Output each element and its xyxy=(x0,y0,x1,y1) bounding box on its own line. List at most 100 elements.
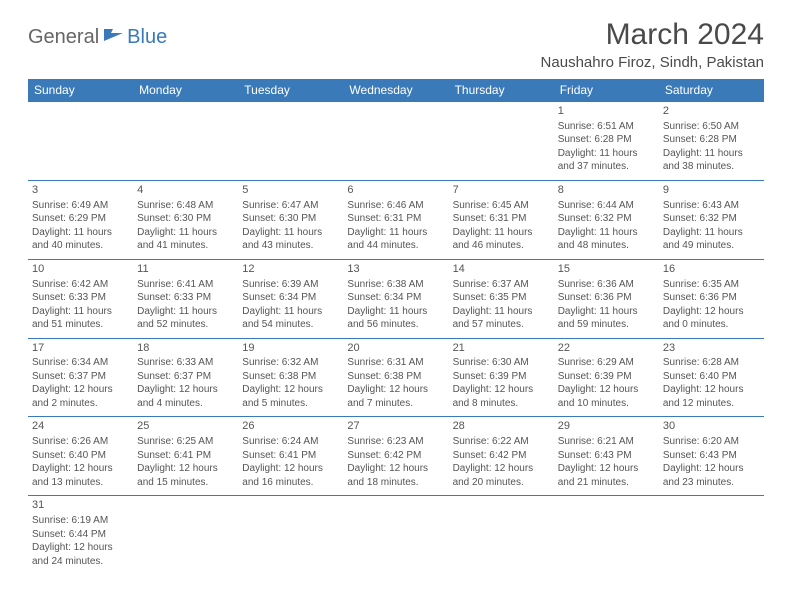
calendar-day-cell xyxy=(659,496,764,574)
sunset-text: Sunset: 6:36 PM xyxy=(558,291,655,305)
daylight-text: and 44 minutes. xyxy=(347,239,444,253)
sunset-text: Sunset: 6:35 PM xyxy=(453,291,550,305)
sunset-text: Sunset: 6:34 PM xyxy=(347,291,444,305)
sunset-text: Sunset: 6:28 PM xyxy=(663,133,760,147)
sunrise-text: Sunrise: 6:23 AM xyxy=(347,435,444,449)
calendar-day-cell: 2Sunrise: 6:50 AMSunset: 6:28 PMDaylight… xyxy=(659,102,764,181)
location-label: Naushahro Firoz, Sindh, Pakistan xyxy=(541,54,764,71)
sunset-text: Sunset: 6:36 PM xyxy=(663,291,760,305)
daylight-text: Daylight: 12 hours xyxy=(137,383,234,397)
day-number: 21 xyxy=(453,341,550,356)
sunset-text: Sunset: 6:30 PM xyxy=(242,212,339,226)
daylight-text: and 16 minutes. xyxy=(242,476,339,490)
calendar-day-cell: 15Sunrise: 6:36 AMSunset: 6:36 PMDayligh… xyxy=(554,259,659,338)
daylight-text: Daylight: 11 hours xyxy=(663,147,760,161)
calendar-week-row: 10Sunrise: 6:42 AM Sunset: 6:33 PM Dayligh… xyxy=(28,259,764,338)
calendar-day-cell xyxy=(343,496,448,574)
calendar-day-cell: 6Sunrise: 6:46 AMSunset: 6:31 PMDaylight… xyxy=(343,180,448,259)
sunrise-text: Sunrise: 6:32 AM xyxy=(242,356,339,370)
sunrise-text: Sunrise: 6:43 AM xyxy=(663,199,760,213)
daylight-text: and 8 minutes. xyxy=(453,397,550,411)
day-number: 25 xyxy=(137,419,234,434)
calendar-day-cell xyxy=(554,496,659,574)
daylight-text: Daylight: 12 hours xyxy=(453,462,550,476)
daylight-text: Daylight: 11 hours xyxy=(558,147,655,161)
calendar-day-cell: 21Sunrise: 6:30 AMSunset: 6:39 PMDayligh… xyxy=(449,338,554,417)
sunset-text: Sunset: 6:43 PM xyxy=(558,449,655,463)
daylight-text: Daylight: 11 hours xyxy=(558,226,655,240)
daylight-text: and 24 minutes. xyxy=(32,555,129,569)
sunset-text: Sunset: 6:28 PM xyxy=(558,133,655,147)
daylight-text: and 59 minutes. xyxy=(558,318,655,332)
calendar-day-cell: 16Sunrise: 6:35 AMSunset: 6:36 PMDayligh… xyxy=(659,259,764,338)
sunset-text: Sunset: 6:37 PM xyxy=(32,370,129,384)
daylight-text: Daylight: 12 hours xyxy=(32,462,129,476)
sunrise-text: Sunrise: 6:37 AM xyxy=(453,278,550,292)
day-number: 3 xyxy=(32,183,129,198)
sunrise-text: Sunrise: 6:24 AM xyxy=(242,435,339,449)
calendar-day-cell: 31Sunrise: 6:19 AMSunset: 6:44 PMDayligh… xyxy=(28,496,133,574)
calendar-day-cell: 13Sunrise: 6:38 AMSunset: 6:34 PMDayligh… xyxy=(343,259,448,338)
calendar-day-cell: 25Sunrise: 6:25 AMSunset: 6:41 PMDayligh… xyxy=(133,417,238,496)
sunrise-text: Sunrise: 6:36 AM xyxy=(558,278,655,292)
daylight-text: and 20 minutes. xyxy=(453,476,550,490)
calendar-day-cell xyxy=(133,102,238,181)
calendar-day-cell: 8Sunrise: 6:44 AMSunset: 6:32 PMDaylight… xyxy=(554,180,659,259)
sunset-text: Sunset: 6:38 PM xyxy=(242,370,339,384)
sunrise-text: Sunrise: 6:42 AM xyxy=(32,278,129,292)
day-number: 29 xyxy=(558,419,655,434)
calendar-day-cell xyxy=(238,102,343,181)
calendar-day-cell: 4Sunrise: 6:48 AMSunset: 6:30 PMDaylight… xyxy=(133,180,238,259)
sunrise-text: Sunrise: 6:38 AM xyxy=(347,278,444,292)
calendar-day-cell: 28Sunrise: 6:22 AMSunset: 6:42 PMDayligh… xyxy=(449,417,554,496)
daylight-text: and 13 minutes. xyxy=(32,476,129,490)
daylight-text: Daylight: 11 hours xyxy=(137,226,234,240)
day-number: 15 xyxy=(558,262,655,277)
calendar-week-row: 1Sunrise: 6:51 AMSunset: 6:28 PMDaylight… xyxy=(28,102,764,181)
daylight-text: and 15 minutes. xyxy=(137,476,234,490)
day-number: 17 xyxy=(32,341,129,356)
sunset-text: Sunset: 6:34 PM xyxy=(242,291,339,305)
sunset-text: Sunset: 6:33 PM xyxy=(137,291,234,305)
daylight-text: and 23 minutes. xyxy=(663,476,760,490)
sunset-text: Sunset: 6:37 PM xyxy=(137,370,234,384)
day-number: 31 xyxy=(32,498,129,513)
daylight-text: Daylight: 11 hours xyxy=(32,305,129,319)
daylight-text: and 40 minutes. xyxy=(32,239,129,253)
day-number: 7 xyxy=(453,183,550,198)
daylight-text: Daylight: 12 hours xyxy=(242,383,339,397)
sunset-text: Sunset: 6:39 PM xyxy=(453,370,550,384)
sunrise-text: Sunrise: 6:20 AM xyxy=(663,435,760,449)
calendar-day-cell: 7Sunrise: 6:45 AMSunset: 6:31 PMDaylight… xyxy=(449,180,554,259)
calendar-day-cell: 27Sunrise: 6:23 AMSunset: 6:42 PMDayligh… xyxy=(343,417,448,496)
day-number: 22 xyxy=(558,341,655,356)
day-number: 13 xyxy=(347,262,444,277)
daylight-text: Daylight: 11 hours xyxy=(453,305,550,319)
calendar-week-row: 3Sunrise: 6:49 AMSunset: 6:29 PM Daylight… xyxy=(28,180,764,259)
daylight-text: Daylight: 11 hours xyxy=(242,305,339,319)
calendar-day-cell: 3Sunrise: 6:49 AMSunset: 6:29 PMDaylight… xyxy=(28,180,133,259)
daylight-text: and 41 minutes. xyxy=(137,239,234,253)
day-number: 9 xyxy=(663,183,760,198)
day-number: 8 xyxy=(558,183,655,198)
calendar-day-cell: 19Sunrise: 6:32 AMSunset: 6:38 PMDayligh… xyxy=(238,338,343,417)
day-number: 10 xyxy=(32,262,129,277)
sunset-text: Sunset: 6:42 PM xyxy=(347,449,444,463)
sunrise-text: Sunrise: 6:49 AM xyxy=(32,199,129,213)
logo-text-blue: Blue xyxy=(127,26,167,49)
calendar-day-cell xyxy=(449,496,554,574)
sunrise-text: Sunrise: 6:25 AM xyxy=(137,435,234,449)
day-number: 16 xyxy=(663,262,760,277)
sunrise-text: Sunrise: 6:41 AM xyxy=(137,278,234,292)
day-number: 5 xyxy=(242,183,339,198)
weekday-header: Saturday xyxy=(659,79,764,102)
daylight-text: and 7 minutes. xyxy=(347,397,444,411)
daylight-text: and 48 minutes. xyxy=(558,239,655,253)
weekday-header: Monday xyxy=(133,79,238,102)
sunrise-text: Sunrise: 6:30 AM xyxy=(453,356,550,370)
weekday-header: Thursday xyxy=(449,79,554,102)
daylight-text: and 18 minutes. xyxy=(347,476,444,490)
calendar-day-cell: 22Sunrise: 6:29 AMSunset: 6:39 PMDayligh… xyxy=(554,338,659,417)
sunset-text: Sunset: 6:29 PM xyxy=(32,212,129,226)
daylight-text: Daylight: 12 hours xyxy=(137,462,234,476)
